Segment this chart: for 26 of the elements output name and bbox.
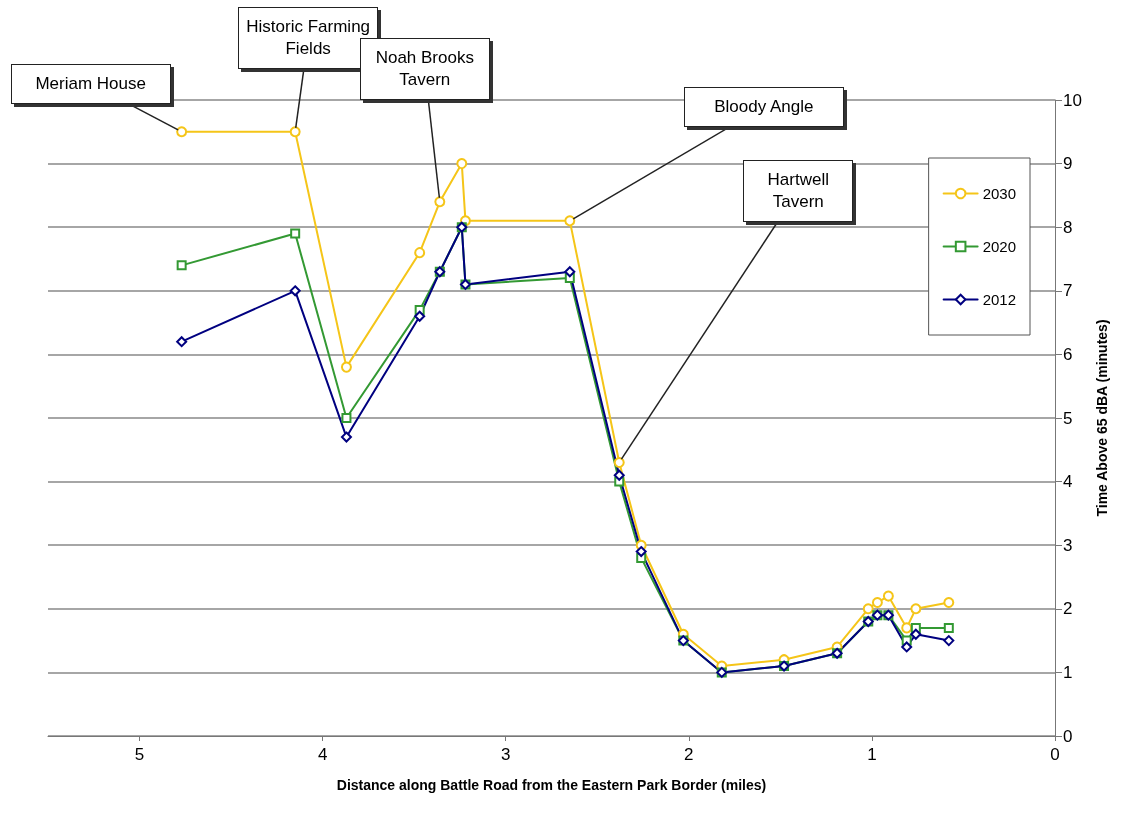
legend-label: 2012 — [982, 291, 1017, 308]
x-tick-label: 3 — [500, 745, 511, 764]
legend-label: 2030 — [982, 185, 1017, 202]
y-axis-title: Time Above 65 dBA (minutes) — [1094, 319, 1110, 517]
callout-box: Bloody Angle — [683, 86, 844, 127]
x-tick-label: 4 — [317, 745, 328, 764]
legend-label: 2020 — [982, 238, 1017, 255]
y-tick-label: 10 — [1063, 90, 1082, 110]
x-tick-label: 0 — [1050, 745, 1060, 764]
x-axis-title: Distance along Battle Road from the Eastern Park Border (miles) — [336, 777, 767, 793]
y-tick-label: 8 — [1063, 217, 1073, 237]
y-tick-label: 9 — [1063, 154, 1073, 174]
x-tick-label: 2 — [684, 745, 694, 764]
y-tick-label: 1 — [1063, 662, 1073, 682]
callout-box: Hartwell Tavern — [743, 159, 854, 222]
y-tick-label: 5 — [1063, 408, 1073, 428]
callout-box: Meriam House — [10, 63, 171, 104]
y-tick-label: 2 — [1063, 599, 1073, 619]
y-tick-label: 6 — [1063, 344, 1073, 364]
y-tick-label: 0 — [1063, 726, 1073, 746]
y-tick-label: 7 — [1063, 281, 1073, 301]
x-tick-label: 1 — [867, 745, 877, 764]
y-tick-label: 4 — [1063, 472, 1073, 492]
x-tick-label: 5 — [134, 745, 145, 764]
callout-box: Noah Brooks Tavern — [359, 37, 490, 100]
y-tick-label: 3 — [1063, 535, 1073, 555]
